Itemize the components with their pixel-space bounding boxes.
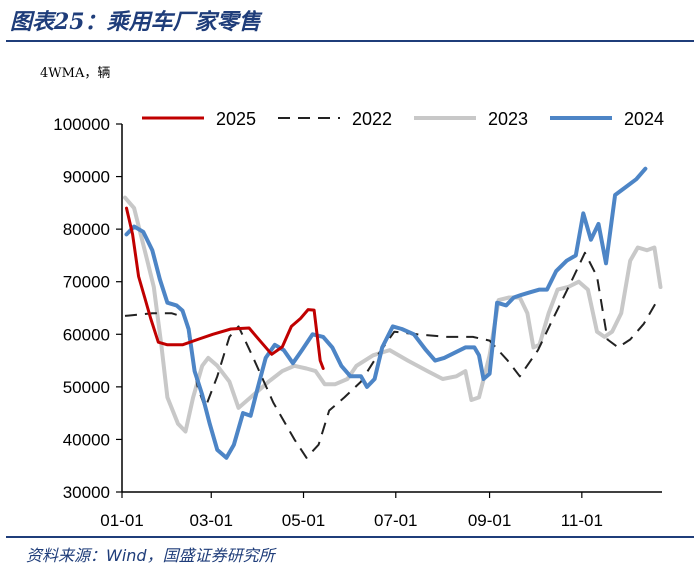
series-line-2024 [124, 166, 648, 460]
y-tick-label: 40000 [63, 430, 110, 449]
unit-label: 4WMA，辆 [40, 66, 111, 81]
x-tick-label: 01-01 [100, 511, 143, 530]
source-note: 资料来源：Wind，国盛证券研究所 [26, 546, 275, 565]
title-divider [6, 40, 694, 42]
legend-label-2023: 2023 [488, 109, 528, 129]
y-tick-label: 90000 [63, 168, 110, 187]
series-line-2023 [123, 195, 663, 434]
footer-divider [6, 536, 694, 538]
x-tick-label: 09-01 [468, 511, 511, 530]
line-chart: 30000 40000 50000 60000 70000 80000 90000 10000… [53, 109, 664, 530]
x-tick-label: 03-01 [190, 511, 233, 530]
y-tick-label: 80000 [63, 220, 110, 239]
chart-title: 图表25：乘用车厂家零售 [10, 9, 261, 35]
y-tick-label: 30000 [63, 483, 110, 502]
y-tick-label: 100000 [53, 115, 110, 134]
series-line-2025 [125, 206, 325, 370]
x-tick-label: 07-01 [374, 511, 417, 530]
y-tick-label: 50000 [63, 378, 110, 397]
legend-label-2022: 2022 [352, 109, 392, 129]
chart-axes: 30000 40000 50000 60000 70000 80000 90000 10000… [53, 115, 662, 530]
x-tick-label: 05-01 [282, 511, 325, 530]
legend-label-2024: 2024 [624, 109, 664, 129]
chart-legend: 2025 2022 2023 2024 [142, 109, 664, 129]
y-tick-label: 60000 [63, 325, 110, 344]
y-tick-label: 70000 [63, 273, 110, 292]
plot-area [123, 166, 663, 460]
x-tick-label: 11-01 [561, 511, 603, 530]
legend-label-2025: 2025 [216, 109, 256, 129]
